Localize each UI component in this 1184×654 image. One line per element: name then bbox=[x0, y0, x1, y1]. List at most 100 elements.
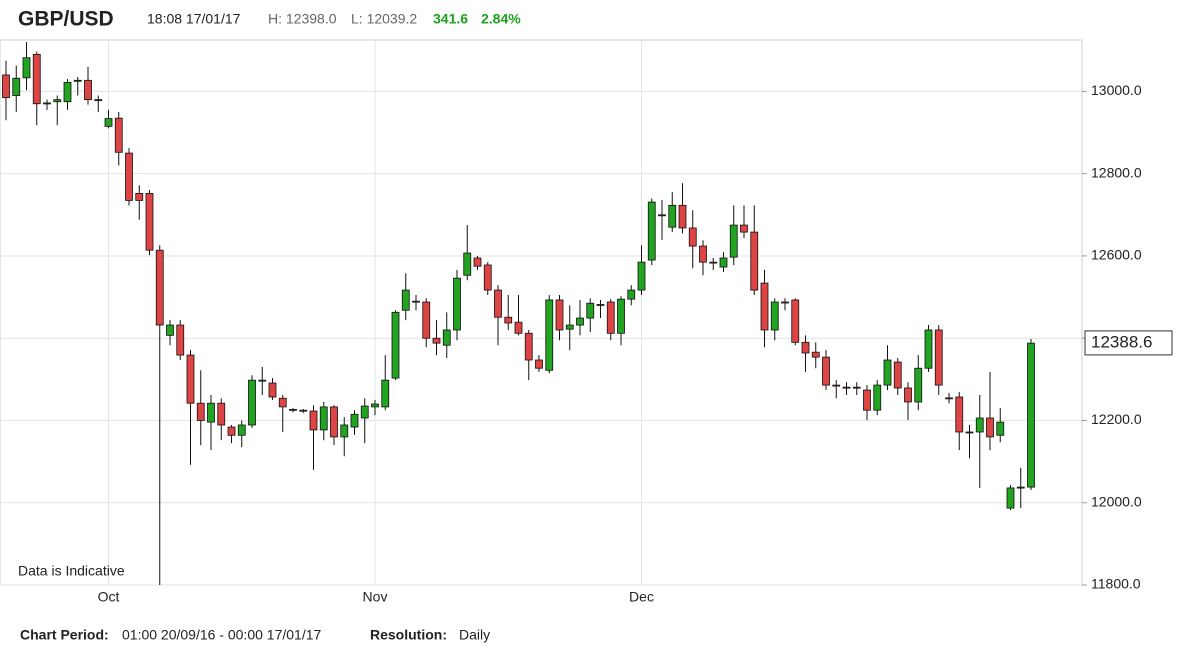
candle-body bbox=[258, 379, 267, 382]
candle-body bbox=[412, 300, 420, 303]
candle-body bbox=[965, 431, 974, 434]
y-tick-label: 12600.0 bbox=[1091, 247, 1142, 263]
candle-body bbox=[760, 282, 769, 331]
candle-body bbox=[555, 299, 564, 331]
last-price-box bbox=[1084, 330, 1173, 356]
footer-period: 01:00 20/09/16 - 00:00 17/01/17 bbox=[122, 627, 321, 643]
candle-body bbox=[842, 386, 851, 389]
candle-body bbox=[196, 402, 205, 421]
footer-resolution-label: Resolution: bbox=[370, 627, 447, 643]
candle-body bbox=[596, 304, 605, 306]
candle-body bbox=[43, 102, 51, 105]
candle-body bbox=[822, 356, 830, 386]
plot-area bbox=[0, 39, 1083, 586]
candle-body bbox=[504, 316, 513, 324]
y-tick-label: 13000.0 bbox=[1091, 82, 1142, 98]
candle-body bbox=[658, 214, 666, 217]
candle-body bbox=[873, 384, 882, 411]
candle-body bbox=[924, 329, 933, 369]
candle-body bbox=[442, 329, 451, 346]
candle-body bbox=[781, 301, 789, 304]
grid bbox=[0, 40, 1082, 586]
candle-body bbox=[63, 81, 72, 103]
y-tick-label: 11800.0 bbox=[1091, 576, 1141, 592]
header-high: H: 12398.0 bbox=[268, 11, 337, 27]
candle-body bbox=[740, 224, 748, 233]
candle-body bbox=[207, 402, 215, 423]
candle-body bbox=[1027, 342, 1035, 488]
candle-body bbox=[309, 410, 318, 431]
candle-body bbox=[688, 227, 697, 247]
y-tick-label: 12800.0 bbox=[1091, 164, 1142, 180]
candle-body bbox=[268, 382, 277, 398]
candles bbox=[2, 42, 1035, 585]
candle-body bbox=[852, 386, 861, 389]
candle-body bbox=[586, 302, 595, 319]
candle-body bbox=[453, 277, 461, 331]
candle-body bbox=[166, 324, 174, 336]
candle-body bbox=[186, 354, 195, 404]
candle-body bbox=[668, 204, 677, 228]
candle-body bbox=[975, 417, 984, 433]
candle-body bbox=[699, 245, 707, 263]
candle-body bbox=[494, 289, 502, 318]
candle-body bbox=[84, 79, 92, 101]
candle-body bbox=[12, 77, 21, 96]
candle-body bbox=[104, 118, 113, 127]
candle-body bbox=[545, 299, 554, 371]
candle-body bbox=[1006, 487, 1015, 509]
candle-body bbox=[391, 311, 400, 379]
candle-body bbox=[719, 257, 728, 268]
axes: 11800.012000.012200.012400.012600.012800… bbox=[98, 82, 1173, 605]
annotation: Data is Indicative bbox=[18, 563, 125, 579]
candle-body bbox=[371, 403, 379, 408]
header-change-pct: 2.84% bbox=[481, 11, 521, 27]
candle-body bbox=[945, 397, 953, 400]
candle-body bbox=[996, 421, 1005, 436]
candle-body bbox=[535, 359, 543, 369]
footer-resolution: Daily bbox=[459, 627, 490, 643]
candle-body bbox=[606, 301, 615, 334]
candle-body bbox=[709, 261, 718, 264]
candle-body bbox=[422, 301, 431, 339]
last-price-label: 12388.6 bbox=[1091, 332, 1152, 351]
candle-body bbox=[330, 406, 338, 438]
candle-body bbox=[176, 324, 185, 356]
header-time: 18:08 17/01/17 bbox=[147, 11, 241, 27]
candle-body bbox=[125, 152, 133, 201]
candle-body bbox=[1016, 486, 1025, 489]
candle-body bbox=[155, 249, 164, 326]
candle-body bbox=[750, 231, 759, 291]
footer-period-label: Chart Period: bbox=[20, 627, 109, 643]
x-tick-label: Nov bbox=[363, 589, 388, 605]
candle-body bbox=[319, 406, 328, 431]
header-title: GBP/USD bbox=[18, 8, 114, 31]
candle-body bbox=[514, 321, 523, 334]
candle-body bbox=[647, 201, 656, 261]
candle-body bbox=[483, 264, 492, 291]
candle-body bbox=[217, 402, 226, 426]
header-low: L: 12039.2 bbox=[351, 11, 417, 27]
candle-body bbox=[801, 341, 810, 354]
candle-body bbox=[473, 257, 482, 267]
candle-body bbox=[627, 289, 636, 300]
header-change: 341.6 bbox=[433, 11, 468, 27]
candle-body bbox=[914, 367, 923, 403]
candle-body bbox=[289, 408, 297, 411]
candle-body bbox=[53, 99, 62, 103]
x-tick-label: Oct bbox=[98, 589, 120, 605]
candle-body bbox=[32, 53, 41, 105]
candle-body bbox=[617, 298, 625, 334]
candle-body bbox=[299, 409, 308, 412]
candle-body bbox=[791, 299, 800, 343]
candle-body bbox=[729, 224, 738, 258]
candle-body bbox=[524, 332, 533, 361]
candle-body bbox=[145, 193, 154, 251]
y-tick-label: 12000.0 bbox=[1091, 493, 1142, 509]
candle-body bbox=[237, 424, 246, 436]
y-tick-label: 12200.0 bbox=[1091, 411, 1142, 427]
candle-body bbox=[22, 57, 31, 79]
candle-body bbox=[986, 417, 994, 438]
candle-body bbox=[114, 117, 123, 153]
